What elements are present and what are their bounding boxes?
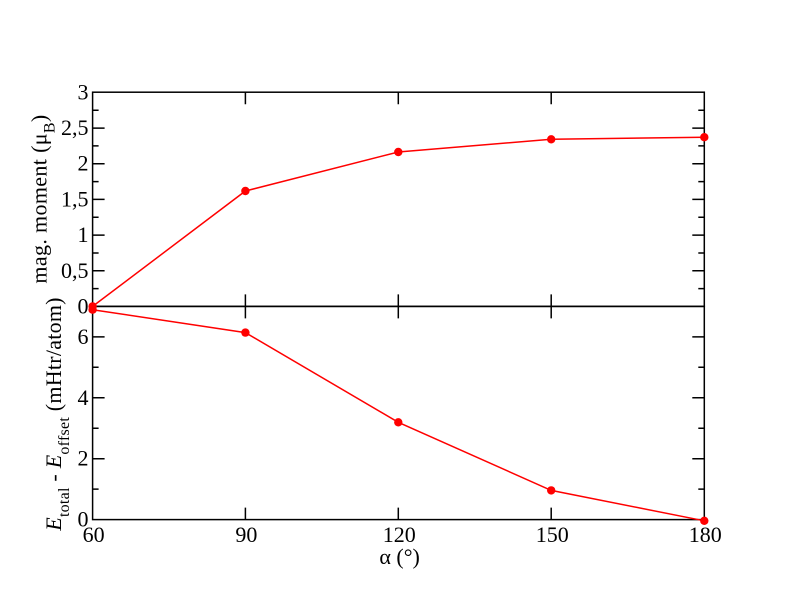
svg-text:α (°): α (°) — [379, 544, 419, 569]
svg-text:2,5: 2,5 — [61, 115, 89, 140]
svg-text:1,5: 1,5 — [61, 186, 89, 211]
svg-text:0: 0 — [78, 293, 89, 318]
svg-text:4: 4 — [78, 385, 89, 410]
svg-text:2: 2 — [78, 151, 89, 176]
svg-text:3: 3 — [78, 79, 89, 104]
svg-text:0,5: 0,5 — [61, 258, 89, 283]
svg-text:150: 150 — [536, 522, 569, 547]
svg-text:90: 90 — [235, 522, 257, 547]
svg-text:60: 60 — [83, 522, 105, 547]
svg-text:Etotal - Eoffset (mHtr/atom): Etotal - Eoffset (mHtr/atom) — [41, 297, 73, 532]
svg-text:180: 180 — [689, 522, 722, 547]
svg-text:120: 120 — [383, 522, 416, 547]
svg-text:0: 0 — [78, 507, 89, 532]
svg-text:1: 1 — [78, 222, 89, 247]
svg-text:2: 2 — [78, 446, 89, 471]
svg-text:6: 6 — [78, 324, 89, 349]
